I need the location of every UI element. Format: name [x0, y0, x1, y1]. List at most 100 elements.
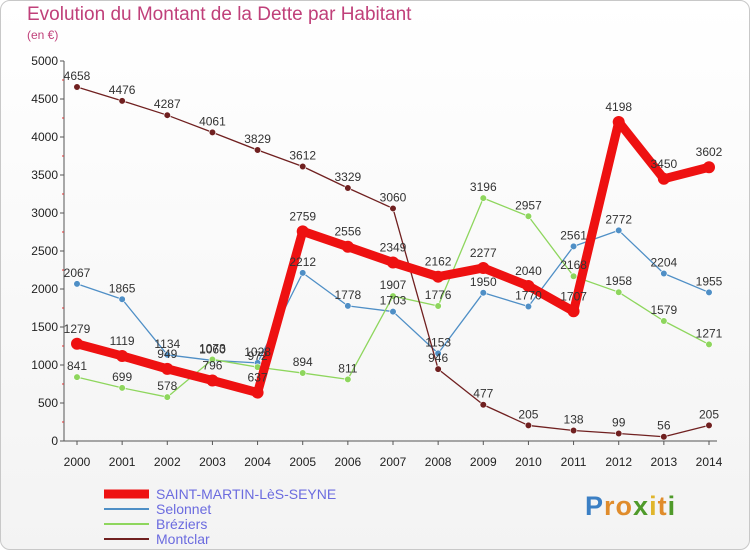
- data-point-br-ziers: [569, 272, 578, 280]
- x-tick-label: 2012: [605, 455, 632, 469]
- data-label-montclar: 946: [428, 351, 448, 365]
- data-point-br-ziers: [434, 302, 442, 310]
- x-tick-label: 2005: [289, 455, 316, 469]
- unit-label: (en €): [27, 28, 59, 42]
- y-tick-label: 1000: [31, 358, 58, 372]
- data-point-montclar: [73, 83, 81, 91]
- data-point-selonnet: [163, 351, 171, 359]
- data-label-br-ziers: 1579: [651, 303, 678, 317]
- data-label-br-ziers: 1271: [696, 326, 723, 340]
- data-label-selonnet: 2067: [64, 266, 91, 280]
- data-label-selonnet: 1778: [335, 288, 362, 302]
- data-point-selonnet: [569, 242, 578, 250]
- data-label-montclar: 477: [473, 387, 493, 401]
- logo-letter: x: [633, 491, 650, 521]
- y-tick-label: 3500: [31, 168, 58, 182]
- data-label-br-ziers: 894: [293, 355, 313, 369]
- data-point-saint-martin-l-s-seyne: [116, 349, 129, 362]
- logo-letter: o: [615, 491, 634, 521]
- data-label-saint-martin-l-s-seyne: 4198: [605, 100, 632, 114]
- data-point-selonnet: [479, 289, 487, 297]
- data-point-montclar: [208, 128, 217, 136]
- data-label-selonnet: 1134: [154, 337, 180, 351]
- logo-letter: i: [667, 491, 677, 521]
- data-label-saint-martin-l-s-seyne: 2759: [289, 209, 316, 223]
- data-point-br-ziers: [479, 194, 487, 202]
- data-point-montclar: [569, 426, 578, 435]
- data-label-saint-martin-l-s-seyne: 2277: [470, 246, 497, 260]
- data-point-br-ziers: [299, 369, 307, 377]
- x-tick-label: 2007: [380, 455, 407, 469]
- data-label-saint-martin-l-s-seyne: 1119: [110, 334, 135, 348]
- x-tick-label: 2001: [109, 455, 136, 469]
- data-label-saint-martin-l-s-seyne: 637: [248, 371, 268, 385]
- data-point-montclar: [705, 421, 713, 430]
- data-point-selonnet: [299, 269, 307, 277]
- data-label-montclar: 4476: [109, 83, 136, 97]
- data-label-montclar: 3060: [380, 190, 407, 204]
- data-point-saint-martin-l-s-seyne: [161, 362, 174, 375]
- x-tick-label: 2004: [244, 455, 271, 469]
- data-point-saint-martin-l-s-seyne: [296, 225, 309, 238]
- data-point-br-ziers: [705, 340, 713, 349]
- x-tick-label: 2006: [335, 455, 362, 469]
- data-point-br-ziers: [344, 375, 352, 383]
- legend: SAINT-MARTIN-LèS-SEYNESelonnetBréziersMo…: [104, 486, 336, 547]
- data-point-br-ziers: [118, 384, 126, 392]
- y-tick-label: 2500: [31, 244, 58, 258]
- data-label-montclar: 4287: [154, 97, 181, 111]
- data-label-montclar: 138: [564, 413, 584, 427]
- data-point-montclar: [615, 429, 623, 438]
- data-point-montclar: [163, 111, 171, 119]
- data-label-selonnet: 1153: [425, 335, 451, 349]
- data-label-montclar: 99: [612, 415, 626, 429]
- data-point-montclar: [299, 162, 307, 171]
- data-point-selonnet: [73, 280, 81, 288]
- data-label-selonnet: 1028: [244, 345, 271, 359]
- y-tick-label: 1500: [31, 320, 58, 334]
- data-point-selonnet: [434, 349, 442, 357]
- y-tick-label: 5000: [31, 54, 58, 68]
- x-tick-label: 2000: [64, 455, 91, 469]
- data-point-selonnet: [524, 302, 533, 311]
- data-label-saint-martin-l-s-seyne: 2040: [515, 264, 542, 278]
- y-tick-label: 4500: [31, 92, 58, 106]
- x-tick-label: 2014: [696, 455, 723, 469]
- data-label-selonnet: 2561: [560, 228, 587, 242]
- data-point-br-ziers: [208, 355, 217, 364]
- x-tick-label: 2013: [651, 455, 678, 469]
- data-point-br-ziers: [163, 393, 171, 401]
- data-label-saint-martin-l-s-seyne: 1279: [64, 322, 91, 336]
- legend-label: Selonnet: [156, 501, 211, 517]
- data-label-br-ziers: 3196: [470, 180, 497, 194]
- x-tick-label: 2008: [425, 455, 452, 469]
- logo-letter: t: [657, 491, 668, 521]
- legend-label: Montclar: [156, 531, 210, 547]
- data-point-saint-martin-l-s-seyne: [432, 270, 445, 283]
- data-label-br-ziers: 2168: [560, 258, 587, 272]
- data-point-montclar: [524, 421, 533, 430]
- data-label-br-ziers: 972: [248, 349, 268, 363]
- proxiti-logo: Proxiti: [585, 491, 676, 522]
- legend-label: Bréziers: [156, 516, 207, 532]
- data-label-br-ziers: 811: [338, 361, 357, 375]
- data-point-selonnet: [615, 226, 623, 234]
- data-label-montclar: 205: [699, 407, 719, 421]
- data-point-br-ziers: [660, 317, 668, 325]
- data-label-saint-martin-l-s-seyne: 3602: [696, 145, 723, 159]
- data-point-montclar: [344, 184, 352, 192]
- data-point-br-ziers: [389, 292, 397, 300]
- logo-letter: r: [604, 491, 616, 521]
- data-point-montclar: [479, 401, 487, 409]
- data-label-br-ziers: 1073: [199, 341, 226, 355]
- data-point-selonnet: [660, 269, 668, 278]
- data-label-saint-martin-l-s-seyne: 3450: [651, 157, 678, 171]
- data-label-br-ziers: 1776: [425, 288, 452, 302]
- data-label-saint-martin-l-s-seyne: 949: [157, 347, 177, 361]
- data-label-saint-martin-l-s-seyne: 796: [202, 359, 222, 373]
- data-label-selonnet: 2772: [605, 212, 632, 226]
- data-point-saint-martin-l-s-seyne: [341, 240, 354, 253]
- data-label-selonnet: 1770: [515, 288, 542, 302]
